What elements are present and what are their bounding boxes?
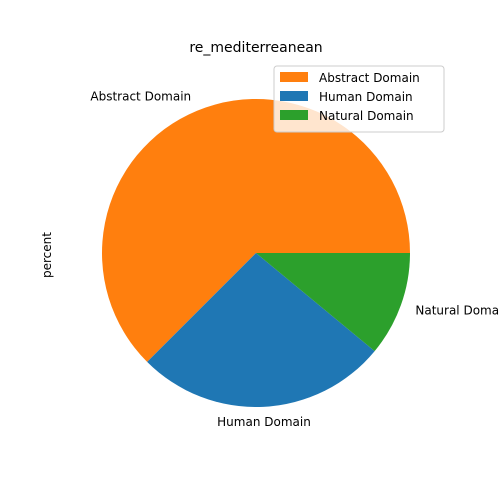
legend-label-human-domain: Human Domain [319,90,413,104]
y-axis-label: percent [40,232,54,278]
chart-title: re_mediterreanean [189,40,322,56]
pie-slices [101,98,411,407]
slice-label-natural-domain: Natural Domain [415,303,500,317]
legend-frame [273,65,445,133]
pie-slice-labels: Abstract Domain Human Domain Natural Domai… [90,89,500,429]
legend-swatch-abstract-domain [280,72,308,82]
legend: Abstract Domain Human Domain Natural Domai… [273,65,445,133]
legend-swatch-natural-domain [280,110,308,120]
legend-label-abstract-domain: Abstract Domain [319,71,420,85]
legend-label-natural-domain: Natural Domain [319,109,414,123]
slice-label-abstract-domain: Abstract Domain [90,89,191,103]
pie-slice-natural-domain [256,253,410,352]
pie-slice-abstract-domain [101,98,411,362]
pie-slice-human-domain [147,253,375,407]
legend-swatch-human-domain [280,91,308,101]
legend-entries: Abstract Domain Human Domain Natural Domai… [280,71,420,123]
slice-label-human-domain: Human Domain [217,415,311,429]
